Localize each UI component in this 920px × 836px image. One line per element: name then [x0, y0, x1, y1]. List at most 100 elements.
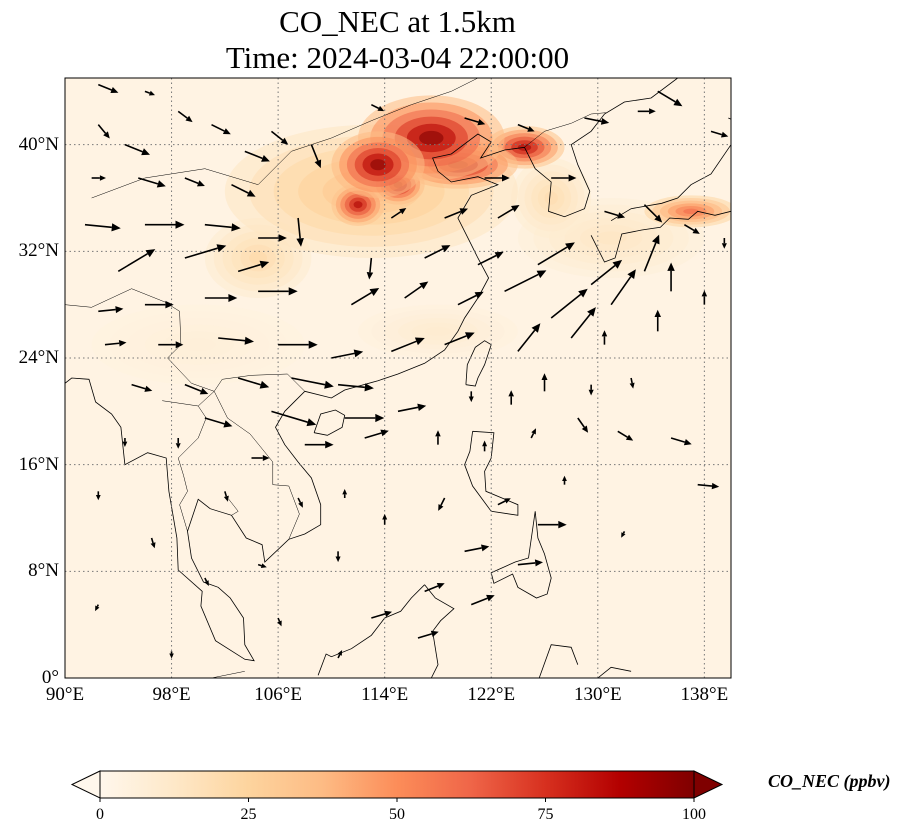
wind-arrow	[337, 383, 374, 392]
wind-arrow	[204, 223, 241, 232]
wind-arrow	[218, 336, 254, 345]
wind-arrow	[97, 124, 110, 139]
wind-arrow	[617, 430, 634, 441]
wind-arrow	[335, 551, 341, 563]
longitude-tick-label: 130°E	[573, 684, 622, 705]
border-segment	[524, 112, 606, 148]
border-segment	[228, 499, 239, 516]
wind-arrow	[604, 210, 626, 219]
wind-arrow	[184, 383, 209, 395]
wind-arrow	[124, 143, 150, 156]
wind-arrow	[169, 651, 174, 659]
colorbar-low-extension	[70, 770, 101, 799]
coastline-segment	[490, 511, 552, 599]
wind-arrow	[390, 208, 407, 219]
wind-arrow	[144, 300, 174, 309]
longitude-tick-label: 90°E	[45, 684, 85, 705]
co-plume	[353, 201, 363, 209]
wind-arrow	[271, 410, 317, 427]
wind-arrow	[244, 150, 270, 162]
wind-arrow	[497, 498, 511, 506]
coastline-segment	[597, 666, 632, 678]
wind-arrow	[344, 413, 385, 423]
wind-arrow	[204, 294, 238, 302]
wind-arrow	[95, 491, 101, 501]
colorbar-body	[99, 770, 695, 799]
wind-arrow	[177, 110, 193, 123]
wind-arrow	[184, 177, 205, 187]
wind-arrow	[331, 349, 364, 359]
wind-arrow	[590, 259, 623, 286]
latitude-tick-label: 24°N	[18, 347, 59, 368]
wind-arrow	[350, 288, 380, 306]
longitude-tick-label: 114°E	[361, 684, 409, 705]
wind-arrow	[537, 520, 567, 529]
wind-arrow	[444, 208, 468, 219]
wind-arrow	[158, 341, 184, 349]
border-segment	[164, 301, 305, 392]
wind-arrow	[667, 262, 675, 292]
wind-arrow	[184, 244, 227, 259]
coastline-segment	[304, 78, 678, 399]
wind-arrow	[223, 491, 229, 502]
wind-arrow	[517, 559, 543, 567]
wind-arrow	[657, 90, 683, 107]
wind-arrow	[278, 340, 318, 349]
border-segment	[211, 671, 245, 678]
map-plot	[64, 77, 732, 679]
wind-arrow	[382, 513, 388, 525]
wind-arrow	[701, 290, 708, 305]
longitude-tick-label: 98°E	[152, 684, 191, 705]
wind-arrow	[122, 438, 128, 447]
latitude-tick-label: 0°	[41, 667, 59, 688]
border-segment	[198, 390, 300, 540]
wind-arrow	[237, 260, 270, 273]
wind-arrow	[477, 251, 504, 266]
latitude-tick-label: 8°N	[28, 560, 59, 582]
wind-arrow	[710, 130, 729, 138]
wind-arrow	[84, 223, 121, 232]
wind-arrow	[601, 330, 608, 345]
wind-arrow	[610, 269, 636, 306]
wind-arrow	[551, 174, 577, 182]
wind-arrow	[577, 417, 589, 433]
wind-arrow	[464, 117, 486, 126]
longitude-tick-label: 138°E	[680, 684, 729, 705]
coastline-segment	[610, 144, 731, 222]
colorbar-tick-label: 50	[389, 806, 405, 823]
colorbar-high-extension	[693, 770, 724, 799]
wind-arrow	[258, 287, 298, 296]
co-plume	[419, 130, 444, 146]
colorbar-tick-label: 25	[240, 806, 257, 823]
wind-arrow	[337, 650, 343, 659]
wind-arrow	[497, 205, 520, 219]
wind-arrow	[517, 323, 541, 352]
wind-arrow	[342, 489, 348, 498]
wind-arrow	[424, 583, 445, 593]
wind-arrow	[117, 249, 156, 273]
wind-arrow	[588, 384, 594, 396]
wind-arrow	[291, 377, 334, 389]
wind-arrow	[484, 174, 510, 182]
wind-arrow	[91, 175, 106, 181]
wind-arrow	[562, 475, 567, 485]
wind-arrow	[297, 497, 303, 508]
wind-arrow	[550, 288, 588, 319]
wind-arrow	[404, 281, 429, 299]
coastline-segment	[317, 584, 425, 676]
wind-arrow	[424, 245, 451, 259]
wind-arrow	[468, 391, 474, 403]
longitude-tick-label: 106°E	[254, 684, 302, 705]
latitude-tick-label: 16°N	[18, 453, 59, 475]
wind-arrow	[637, 108, 656, 115]
longitude-tick-label: 122°E	[467, 684, 516, 705]
wind-arrow	[683, 223, 700, 234]
wind-arrow	[530, 428, 536, 439]
coastline-segment	[538, 644, 579, 678]
wind-arrow	[150, 537, 156, 549]
wind-arrow	[231, 183, 256, 197]
wind-arrow	[643, 204, 663, 223]
co-plume	[544, 191, 558, 205]
wind-arrow	[270, 130, 289, 145]
wind-arrow	[95, 604, 100, 612]
